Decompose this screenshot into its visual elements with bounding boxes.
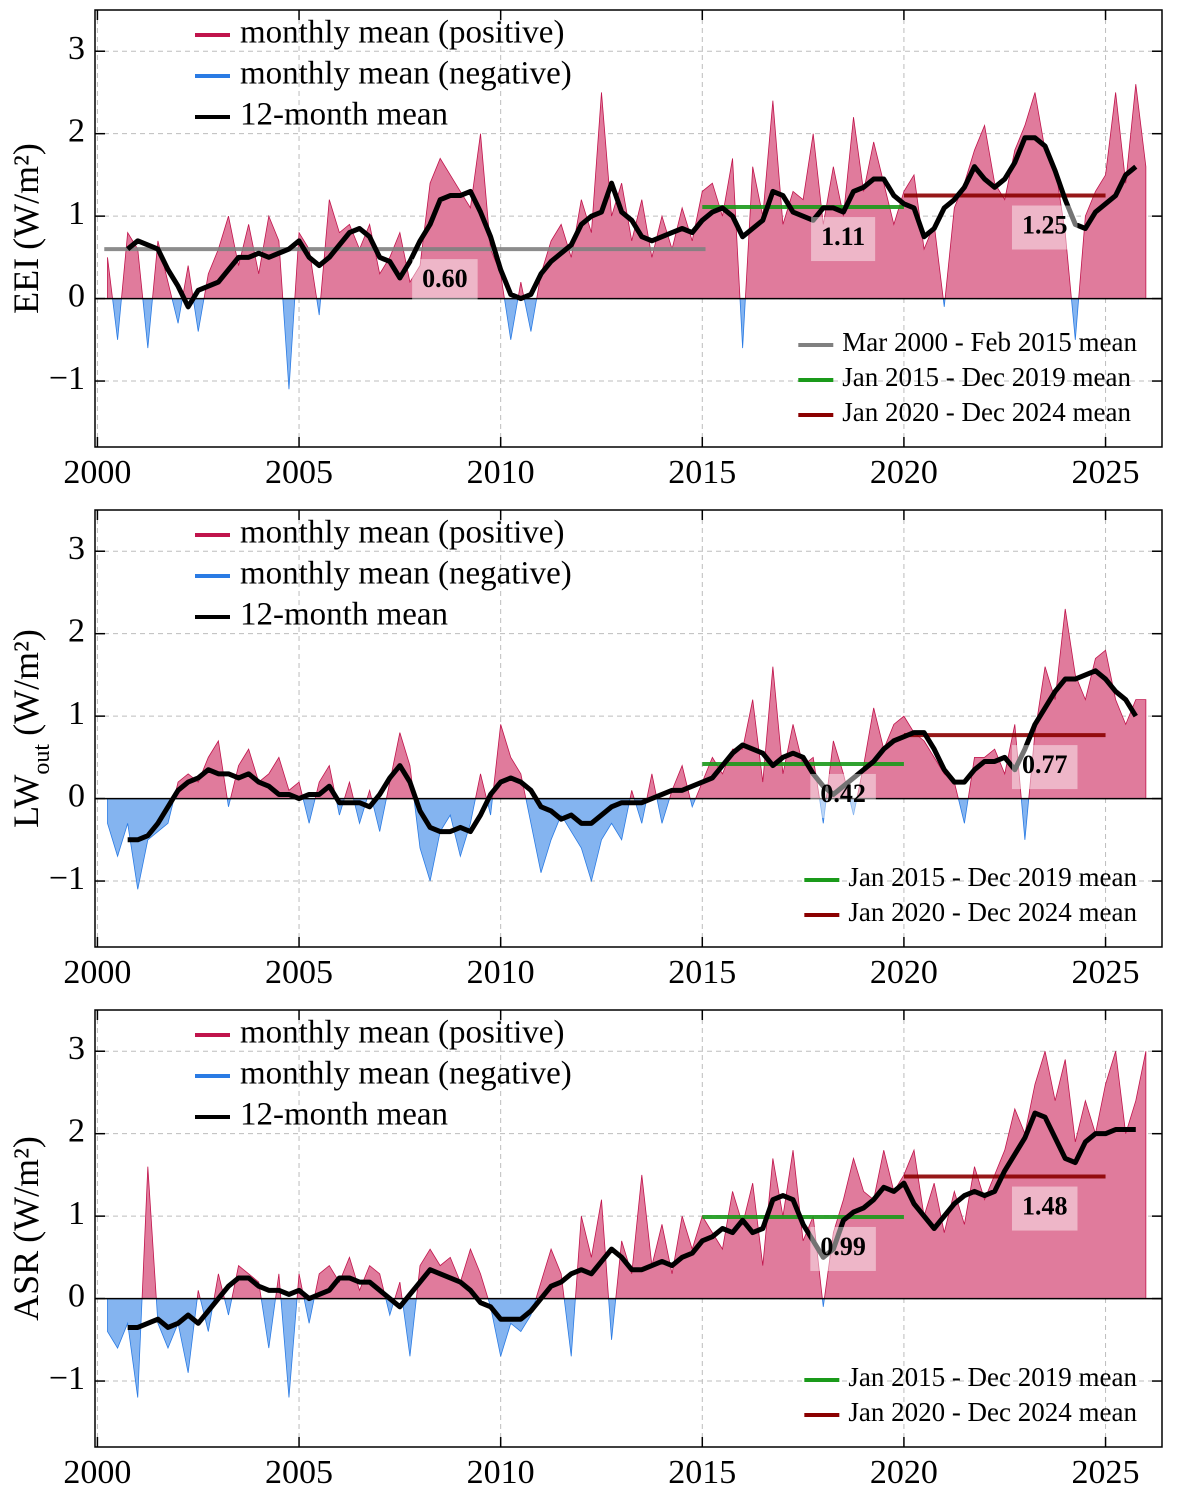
plot-frame	[94, 9, 1163, 448]
x-tick-label: 2025	[1072, 954, 1140, 991]
y-label-main: EEI	[6, 258, 46, 314]
mean-line	[127, 668, 1138, 843]
x-tick-label: 2010	[467, 454, 535, 491]
y-tick-label: 2	[68, 1112, 85, 1149]
value-label-box	[412, 259, 478, 304]
monthly-area-positive	[107, 608, 1147, 799]
y-tick-label: 0	[68, 1277, 85, 1314]
panel: 2000 2005 2010 2015 2020 2025 −1 0 1 2 3 ASR (W/m²) 0…	[6, 1009, 1163, 1491]
x-tick-label: 2005	[265, 1454, 333, 1491]
y-axis-label: EEI (W/m²)	[6, 143, 46, 314]
value-label-box	[810, 773, 876, 818]
y-tick-label: 0	[68, 277, 85, 314]
plot-area	[95, 510, 1162, 947]
mean-legend-label: Jan 2015 - Dec 2019 mean	[848, 862, 1137, 892]
monthly-area-positive	[107, 1051, 1147, 1299]
x-tick-label: 2020	[870, 454, 938, 491]
x-tick-label: 2025	[1072, 454, 1140, 491]
period-mean-label: 1.48	[1022, 1192, 1068, 1221]
y-label-unit: (W/m²)	[6, 1136, 46, 1243]
y-label-main: ASR	[6, 1251, 46, 1321]
mean-line	[126, 135, 1138, 310]
legend-label: monthly mean (negative)	[240, 556, 572, 592]
x-tick-label: 2000	[63, 954, 131, 991]
panel: 2000 2005 2010 2015 2020 2025 −1 0 1 2 3 EEI (W/m²) 0…	[6, 9, 1163, 491]
value-label-box	[1011, 205, 1078, 250]
plot-frame	[94, 1009, 1163, 1448]
monthly-area-positive	[107, 84, 1147, 299]
y-tick-label: 2	[68, 612, 85, 649]
y-tick-label: 1	[68, 695, 85, 732]
y-label-unit: (W/m²)	[6, 143, 46, 250]
y-tick-label: 1	[68, 1195, 85, 1232]
y-tick-label: 0	[68, 777, 85, 814]
panel: 2000 2005 2010 2015 2020 2025 −1 0 1 2 3 LWout (W/m²…	[6, 509, 1163, 991]
legend-label: monthly mean (positive)	[240, 1015, 564, 1051]
x-tick-label: 2015	[668, 454, 736, 491]
mean-line	[127, 1110, 1136, 1330]
mean-legend-label: Jan 2015 - Dec 2019 mean	[842, 362, 1131, 392]
x-tick-label: 2020	[870, 954, 938, 991]
mean-legend-label: Jan 2020 - Dec 2024 mean	[842, 397, 1131, 427]
x-tick-label: 2000	[63, 1454, 131, 1491]
y-label-main: LW	[6, 775, 46, 828]
mean-legend-label: Jan 2015 - Dec 2019 mean	[848, 1362, 1137, 1392]
plot-frame	[94, 509, 1163, 948]
x-tick-label: 2010	[467, 954, 535, 991]
value-label-box	[1011, 745, 1078, 790]
x-tick-label: 2015	[668, 1454, 736, 1491]
x-tick-label: 2005	[265, 954, 333, 991]
period-mean-label: 0.60	[422, 264, 468, 293]
legend-label: monthly mean (positive)	[240, 515, 564, 551]
y-tick-label: 3	[68, 1030, 85, 1067]
y-tick-label: −1	[49, 360, 85, 397]
y-tick-label: 1	[68, 195, 85, 232]
legend-label: monthly mean (negative)	[240, 1056, 572, 1092]
mean-legend-label: Jan 2020 - Dec 2024 mean	[848, 897, 1137, 927]
legend-label: 12-month mean	[240, 597, 448, 633]
x-tick-label: 2005	[265, 454, 333, 491]
y-tick-label: −1	[49, 860, 85, 897]
legend-label: monthly mean (negative)	[240, 56, 572, 92]
x-tick-label: 2020	[870, 1454, 938, 1491]
x-tick-label: 2010	[467, 1454, 535, 1491]
y-axis-label: ASR (W/m²)	[6, 1136, 46, 1321]
x-tick-label: 2025	[1072, 1454, 1140, 1491]
period-mean-label: 0.77	[1022, 750, 1068, 779]
period-mean-label: 0.42	[820, 779, 866, 808]
period-mean-label: 1.11	[821, 222, 865, 251]
period-mean-label: 1.25	[1022, 210, 1068, 239]
x-tick-label: 2000	[63, 454, 131, 491]
y-label-unit: (W/m²)	[6, 629, 46, 736]
mean-legend-label: Mar 2000 - Feb 2015 mean	[842, 327, 1137, 357]
period-mean-label: 0.99	[820, 1232, 866, 1261]
legend-label: monthly mean (positive)	[240, 15, 564, 51]
y-label-sub: out	[29, 744, 55, 775]
mean-legend-label: Jan 2020 - Dec 2024 mean	[848, 1397, 1137, 1427]
legend-label: 12-month mean	[240, 1097, 448, 1133]
legend-label: 12-month mean	[240, 97, 448, 133]
y-tick-label: −1	[49, 1360, 85, 1397]
value-label-box	[811, 217, 876, 262]
y-axis-label: LWout (W/m²)	[6, 629, 54, 828]
value-label-box	[810, 1226, 876, 1271]
value-label-box	[1011, 1186, 1078, 1231]
x-tick-label: 2015	[668, 954, 736, 991]
y-tick-label: 2	[68, 112, 85, 149]
y-tick-label: 3	[68, 30, 85, 67]
y-tick-label: 3	[68, 530, 85, 567]
